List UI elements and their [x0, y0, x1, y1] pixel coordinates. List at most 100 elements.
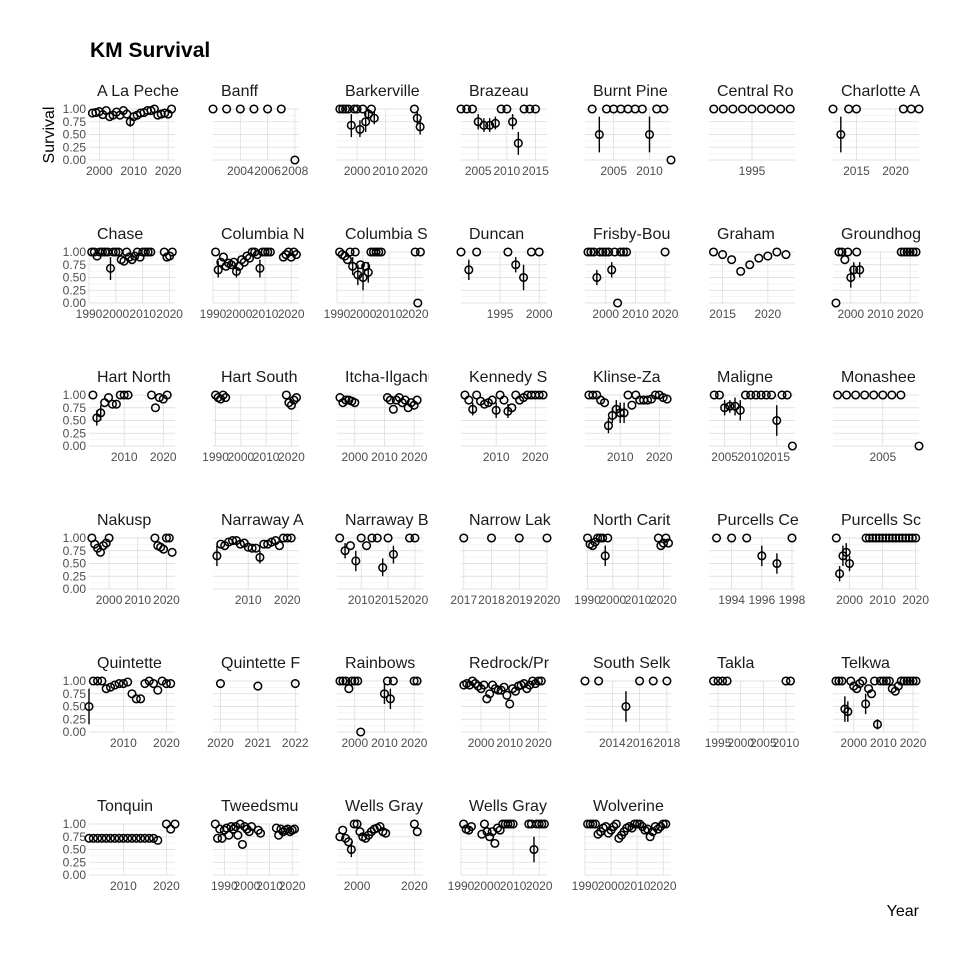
x-tick-label: 1990 — [76, 307, 103, 321]
survival-point — [619, 247, 629, 257]
survival-point — [388, 404, 398, 414]
survival-point — [709, 390, 719, 400]
survival-point — [613, 298, 623, 308]
survival-point — [166, 824, 176, 834]
strip-label: Klinse-Za — [593, 369, 661, 386]
x-tick-label: 1996 — [748, 593, 775, 607]
survival-point — [84, 701, 94, 712]
survival-point — [513, 138, 523, 148]
survival-point — [224, 830, 234, 840]
survival-point — [114, 679, 124, 689]
x-tick-label: 2020 — [522, 450, 549, 464]
survival-point — [345, 247, 355, 257]
x-tick-label: 2010 — [870, 736, 897, 750]
x-tick-label: 1990 — [572, 879, 599, 893]
survival-point — [650, 822, 660, 832]
survival-point — [864, 533, 874, 543]
survival-point — [658, 819, 668, 829]
survival-point — [727, 255, 737, 265]
survival-point — [462, 104, 472, 114]
survival-point — [101, 684, 111, 694]
survival-point — [619, 408, 629, 418]
survival-point — [869, 676, 880, 686]
survival-point — [381, 828, 391, 838]
survival-point — [242, 824, 252, 834]
x-tick-label: 2010 — [256, 879, 283, 893]
survival-point — [508, 117, 518, 127]
panel-21-monashee: Monashee 2005 — [832, 369, 924, 464]
survival-point — [349, 819, 359, 829]
survival-point — [828, 104, 838, 114]
survival-point — [110, 833, 120, 843]
survival-point — [610, 247, 620, 257]
survival-point — [167, 247, 177, 257]
survival-point — [118, 833, 128, 843]
survival-point — [158, 544, 169, 554]
survival-point — [131, 694, 141, 704]
survival-point — [722, 676, 732, 686]
y-tick-label: 0.50 — [63, 271, 87, 285]
survival-point — [477, 829, 487, 839]
x-tick-label: 2020 — [652, 307, 679, 321]
survival-point — [599, 398, 610, 408]
survival-point — [519, 679, 529, 689]
survival-point — [711, 533, 722, 543]
x-tick-label: 2010 — [607, 450, 634, 464]
survival-point — [247, 543, 257, 553]
survival-point — [409, 104, 419, 114]
survival-point — [832, 390, 843, 400]
survival-point — [587, 104, 597, 114]
survival-point — [644, 129, 655, 140]
survival-point — [868, 533, 878, 543]
survival-point — [283, 824, 293, 834]
x-tick-label: 2021 — [245, 736, 272, 750]
survival-point — [590, 819, 600, 829]
survival-point — [878, 390, 888, 400]
survival-point — [341, 395, 351, 405]
survival-point — [894, 533, 904, 543]
survival-point — [352, 104, 362, 114]
strip-label: South Selk — [593, 655, 671, 672]
survival-point — [350, 676, 360, 686]
survival-point — [286, 252, 296, 262]
survival-point — [538, 390, 548, 400]
panel-7-charlotte-a: Charlotte A 2015 2020 — [828, 83, 924, 178]
survival-point — [747, 104, 757, 114]
x-tick-label: 2020 — [900, 736, 927, 750]
y-tick-label: 1.00 — [63, 531, 87, 545]
x-tick-label: 1990 — [200, 307, 227, 321]
survival-point — [650, 390, 660, 400]
survival-point — [609, 822, 619, 832]
survival-point — [772, 247, 782, 257]
x-tick-label: 2020 — [402, 593, 429, 607]
survival-point — [459, 819, 469, 829]
chart-title: KM Survival — [90, 39, 210, 62]
survival-point — [479, 680, 489, 690]
survival-point — [378, 563, 388, 573]
strip-label: Wells Gray — [469, 798, 547, 815]
survival-point — [278, 827, 288, 837]
y-tick-label: 0.75 — [63, 115, 87, 129]
survival-point — [735, 405, 745, 415]
x-tick-label: 2010 — [372, 164, 399, 178]
x-tick-label: 2020 — [274, 593, 301, 607]
x-tick-label: 2010 — [235, 593, 262, 607]
x-tick-label: 2020 — [525, 736, 552, 750]
x-tick-label: 2000 — [727, 736, 754, 750]
survival-point — [637, 104, 647, 114]
x-tick-label: 2000 — [344, 164, 371, 178]
survival-point — [843, 707, 853, 717]
survival-point — [899, 247, 909, 257]
x-tick-label: 2010 — [371, 450, 398, 464]
survival-point — [499, 682, 509, 692]
x-tick-label: 1994 — [718, 593, 745, 607]
survival-point — [247, 247, 257, 257]
x-tick-label: 2000 — [344, 879, 371, 893]
x-tick-label: 2017 — [450, 593, 477, 607]
survival-point — [529, 844, 539, 855]
survival-point — [907, 533, 917, 543]
survival-point — [904, 533, 914, 543]
survival-point — [530, 104, 541, 114]
